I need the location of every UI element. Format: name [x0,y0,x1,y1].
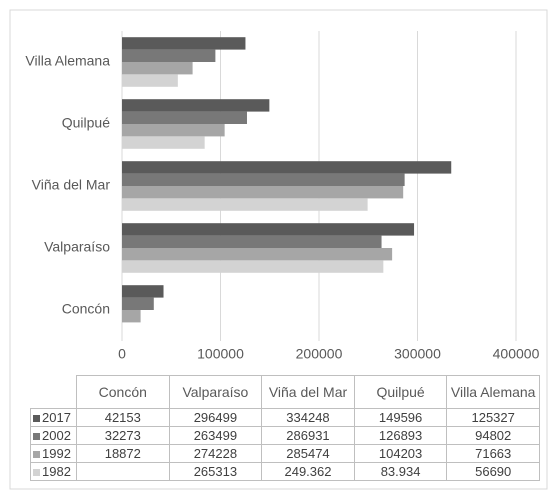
bar [122,49,216,62]
bar [122,285,164,298]
legend-cell: 1992 [30,444,77,463]
table-row: 1992 18872 274228 285474 104203 71663 [30,444,540,463]
bar [122,37,246,50]
table-cell: 274228 [168,444,263,463]
table-cell: 126893 [353,426,448,445]
x-tick-label: 300000 [394,346,441,362]
table-cell: 334248 [261,408,355,427]
bar [122,173,405,186]
bar [122,74,178,87]
bar [122,260,384,273]
category-label: Viña del Mar [32,177,111,193]
table-cell: 18872 [76,444,170,463]
legend-label: 2017 [42,410,71,425]
category-label: Villa Alemana [25,53,110,69]
table-cell: 263499 [168,426,263,445]
table-cell: 71663 [446,444,540,463]
category-label: Quilpué [62,115,110,131]
legend-swatch [33,469,40,476]
x-tick-label: 100000 [197,346,244,362]
table-header: Quilpué [353,375,448,409]
legend-label: 1992 [42,446,71,461]
legend-cell: 1982 [30,462,77,481]
table-row: 2017 42153 296499 334248 149596 125327 [30,408,540,427]
bar [122,124,225,137]
bar [122,310,141,323]
bar [122,198,368,211]
bar [122,223,415,236]
table-cell: 56690 [446,462,540,481]
x-tick-label: 200000 [296,346,343,362]
table-cell: 286931 [261,426,355,445]
table-cell: 83.934 [353,462,448,481]
table-cell [76,462,170,481]
legend-swatch [33,415,40,422]
x-tick-label: 400000 [493,346,540,362]
table-row: 2002 32273 263499 286931 126893 94802 [30,426,540,445]
table-header: Valparaíso [168,375,263,409]
bar [122,99,270,112]
bar [122,235,382,248]
table-cell: 265313 [168,462,263,481]
table-cell: 125327 [446,408,540,427]
table-cell: 42153 [76,408,170,427]
table-cell: 32273 [76,426,170,445]
table-row: 1982 265313 249.362 83.934 56690 [30,462,540,481]
legend-label: 2002 [42,428,71,443]
corner-cell [30,375,77,409]
bar [122,62,193,75]
chart-frame [9,9,548,490]
legend-cell: 2017 [30,408,77,427]
data-table: Concón Valparaíso Viña del Mar Quilpué Villa… [30,375,540,481]
bar [122,136,205,149]
table-cell: 104203 [353,444,448,463]
bar [122,161,452,174]
table-cell: 149596 [353,408,448,427]
table-cell: 249.362 [261,462,355,481]
x-tick-label: 0 [118,346,126,362]
legend-cell: 2002 [30,426,77,445]
category-label: Valparaíso [44,239,110,255]
table-header: Concón [76,375,170,409]
legend-swatch [33,433,40,440]
legend-swatch [33,451,40,458]
table-cell: 285474 [261,444,355,463]
bar [122,297,154,310]
bar [122,248,393,261]
table-header: Viña del Mar [261,375,355,409]
table-cell: 94802 [446,426,540,445]
table-cell: 296499 [168,408,263,427]
table-header-row: Concón Valparaíso Viña del Mar Quilpué Villa… [30,375,540,409]
legend-label: 1982 [42,464,71,479]
category-label: Concón [62,301,110,317]
bar [122,186,404,199]
table-header: Villa Alemana [446,375,540,409]
bar [122,111,247,124]
